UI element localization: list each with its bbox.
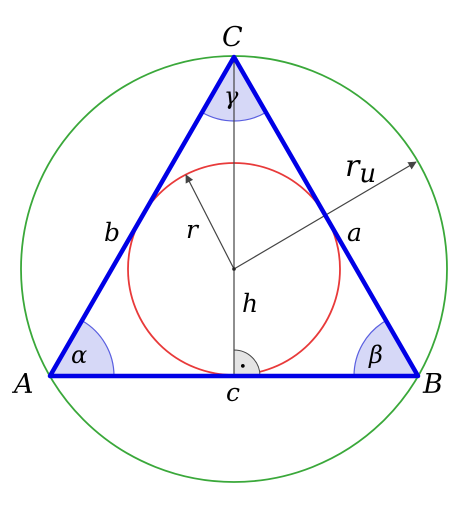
- vertex-label-B: B: [422, 369, 443, 400]
- angle-label-beta: β: [368, 341, 383, 369]
- side-label-b: b: [104, 218, 120, 247]
- angle-label-gamma: γ: [224, 82, 239, 110]
- side-label-c: c: [226, 378, 240, 407]
- angle-beta-wedge: [353, 319, 420, 377]
- inradius-arrow: [185, 174, 235, 270]
- right-angle-dot: •: [239, 360, 247, 375]
- center-point: [232, 267, 236, 271]
- inradius-label: r: [186, 215, 200, 244]
- circumradius-label: ru: [345, 149, 376, 189]
- angle-label-alpha: α: [71, 341, 87, 369]
- vertex-label-A: A: [11, 369, 34, 400]
- height-label: h: [242, 289, 258, 318]
- side-label-a: a: [347, 218, 362, 247]
- right-angle-marker: [233, 349, 261, 377]
- triangle: [47, 54, 421, 379]
- vertex-label-C: C: [222, 22, 243, 53]
- angle-alpha-wedge: [48, 319, 115, 377]
- circumradius-label-subscript: u: [359, 159, 376, 189]
- circumradius-label-base: r: [345, 149, 361, 184]
